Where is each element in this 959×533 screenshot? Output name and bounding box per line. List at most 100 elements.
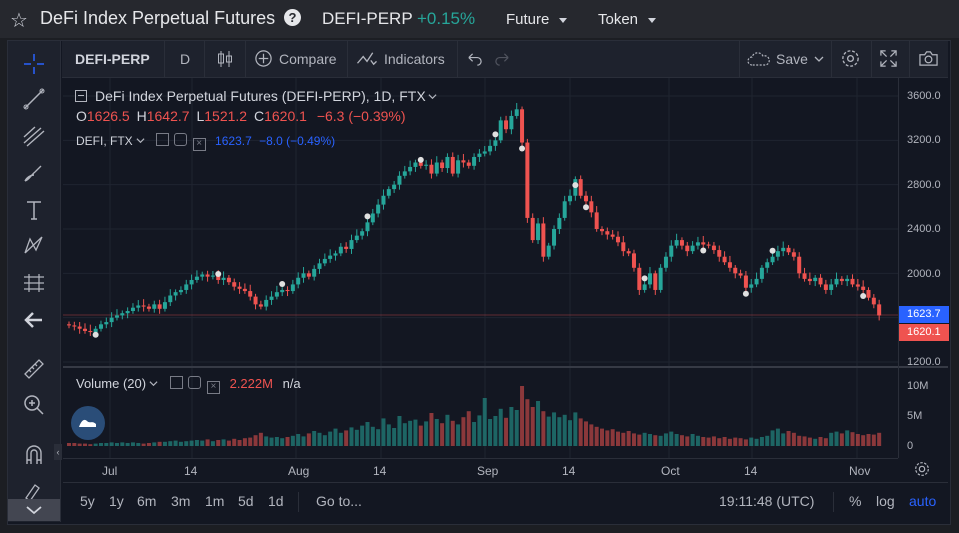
event-marker [860, 292, 867, 299]
compare-series-legend[interactable]: DEFI, FTX × 1623.7 −8.0 (−0.49%) [76, 133, 335, 151]
fib-tool-icon[interactable] [21, 123, 47, 149]
candle-body [839, 278, 844, 282]
chevron-down-icon [149, 381, 158, 387]
volume-bar [573, 412, 578, 446]
zoom-in-icon[interactable] [21, 392, 47, 418]
help-icon[interactable]: ? [284, 9, 301, 26]
utc-clock[interactable]: 19:11:48 (UTC) [719, 493, 815, 509]
range-6m[interactable]: 6m [137, 493, 157, 509]
time-tick: 14 [373, 464, 387, 478]
volume-bar [610, 429, 615, 446]
future-dropdown[interactable]: Future [506, 11, 568, 28]
symbol-search-button[interactable]: DEFI-PERP [75, 51, 150, 67]
crosshair-tool-icon[interactable] [21, 51, 47, 77]
volume-bar [178, 441, 183, 446]
range-1d[interactable]: 1d [268, 493, 284, 509]
pane-separator[interactable] [63, 366, 948, 368]
range-5d[interactable]: 5d [238, 493, 254, 509]
hide-toolbar-arrow-icon[interactable] [21, 307, 47, 333]
event-marker [641, 275, 648, 282]
price-volume-chart[interactable] [63, 78, 898, 458]
text-tool-icon[interactable] [21, 197, 47, 223]
ruler-tool-icon[interactable] [21, 356, 47, 382]
volume-bar [88, 444, 93, 446]
candle-body [679, 240, 684, 246]
auto-scale-toggle[interactable]: auto [909, 493, 937, 509]
eye-icon[interactable] [169, 376, 183, 389]
expand-toolbar-chevron-icon[interactable] [8, 499, 60, 521]
remove-series-icon[interactable]: × [192, 138, 206, 151]
candle-body [296, 277, 301, 285]
volume-settings-icon[interactable] [188, 376, 202, 389]
volume-bar [568, 420, 573, 446]
magnet-icon[interactable] [21, 442, 47, 468]
tradingview-logo-icon[interactable] [71, 406, 105, 440]
main-series-legend[interactable]: DeFi Index Perpetual Futures (DEFI-PERP)… [75, 88, 437, 104]
trend-line-tool-icon[interactable] [21, 86, 47, 112]
volume-bar [509, 407, 514, 446]
range-5y[interactable]: 5y [80, 493, 95, 509]
time-axis[interactable]: Jul 14 Aug 14 Sep 14 Oct 14 Nov [63, 458, 898, 481]
interval-button[interactable]: D [180, 51, 191, 67]
candle-body [450, 156, 455, 174]
volume-bar [333, 428, 338, 446]
candle-body [669, 245, 674, 257]
percent-scale-toggle[interactable]: % [849, 493, 862, 509]
brush-tool-icon[interactable] [21, 160, 47, 186]
undo-icon[interactable] [466, 41, 483, 77]
candle-style-icon[interactable] [215, 41, 235, 77]
indicators-button[interactable]: Indicators [356, 41, 445, 77]
remove-volume-icon[interactable]: × [206, 381, 220, 394]
volume-bar [114, 443, 119, 446]
candle-body [722, 256, 727, 263]
event-marker [583, 204, 590, 211]
candle-body [610, 234, 615, 237]
candle-body [173, 292, 178, 296]
axis-settings-gear-icon[interactable] [913, 460, 931, 483]
redo-icon[interactable] [494, 41, 511, 77]
event-marker [572, 182, 579, 189]
candle-body [482, 151, 487, 154]
compare-button[interactable]: Compare [254, 41, 337, 77]
range-3m[interactable]: 3m [171, 493, 191, 509]
candle-body [850, 278, 855, 285]
favorite-star-icon[interactable]: ☆ [10, 10, 28, 32]
eye-icon[interactable] [156, 133, 170, 146]
range-1y[interactable]: 1y [109, 493, 124, 509]
collapse-legend-icon[interactable] [75, 90, 87, 102]
snapshot-camera-icon[interactable] [918, 41, 939, 77]
volume-bar [200, 440, 205, 446]
chart-pane[interactable]: DeFi Index Perpetual Futures (DEFI-PERP)… [63, 78, 898, 458]
log-scale-toggle[interactable]: log [876, 493, 895, 509]
candle-body [871, 297, 876, 305]
candle-body [258, 304, 263, 307]
volume-bar [701, 437, 706, 446]
prediction-tool-icon[interactable] [21, 270, 47, 296]
range-1m[interactable]: 1m [205, 493, 225, 509]
candle-body [690, 245, 695, 252]
volume-legend[interactable]: Volume (20) × 2.222M n/a [76, 376, 301, 394]
volume-bar [237, 440, 242, 446]
volume-bar [520, 386, 525, 446]
settings-gear-icon[interactable] [840, 41, 861, 77]
goto-date-button[interactable]: Go to... [316, 493, 362, 509]
volume-bar [786, 431, 791, 446]
volume-bar [376, 429, 381, 446]
token-dropdown-label: Token [598, 11, 639, 28]
volume-bar [861, 435, 866, 446]
pattern-tool-icon[interactable] [21, 233, 47, 259]
candle-body [877, 304, 882, 316]
fullscreen-icon[interactable] [879, 41, 898, 77]
volume-tick: 0 [907, 440, 914, 452]
series-settings-icon[interactable] [174, 133, 188, 146]
token-dropdown[interactable]: Token [598, 11, 657, 28]
low-value: 1521.2 [204, 108, 248, 124]
candle-body [653, 273, 658, 290]
volume-bar [621, 432, 626, 446]
price-axis[interactable]: 3600.0 3200.0 2800.0 2400.0 2000.0 1200.… [898, 78, 949, 458]
collapse-left-chevron-icon[interactable]: ‹ [54, 444, 62, 460]
save-button[interactable]: Save [746, 41, 808, 77]
candle-body [461, 160, 466, 163]
candle-body [791, 252, 796, 257]
save-menu-chevron-icon[interactable] [814, 41, 824, 77]
